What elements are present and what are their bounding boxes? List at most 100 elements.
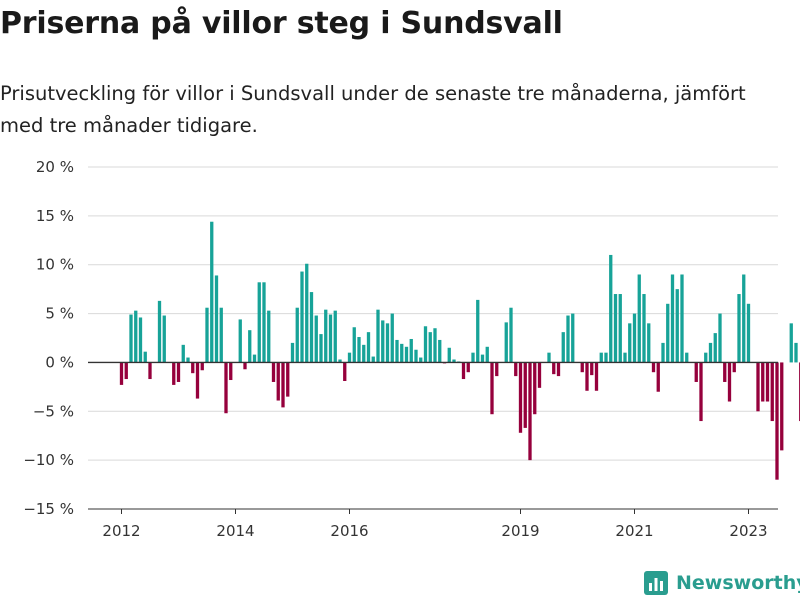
bar — [176, 362, 181, 382]
bar — [333, 310, 337, 363]
bar — [552, 362, 556, 375]
bar — [428, 332, 432, 363]
bar — [395, 339, 399, 363]
y-tick-label: 5 % — [45, 305, 74, 323]
chart-title: Priserna på villor steg i Sundsvall — [0, 6, 563, 41]
bar — [732, 362, 736, 373]
bar — [761, 362, 765, 402]
bar — [490, 362, 494, 415]
bar — [409, 338, 413, 363]
bar — [257, 282, 261, 363]
bar — [476, 299, 480, 363]
logo-text: Newsworthy — [676, 572, 800, 594]
bar — [628, 323, 632, 363]
bar — [419, 357, 423, 363]
bar — [632, 313, 637, 363]
bar — [267, 310, 271, 363]
bar — [305, 263, 309, 363]
bar — [290, 342, 295, 363]
bar — [666, 303, 670, 363]
bar — [609, 254, 613, 363]
bar — [708, 342, 713, 363]
bar — [514, 362, 518, 377]
bar — [685, 352, 689, 363]
bar — [347, 352, 352, 363]
bar — [371, 356, 375, 363]
bar — [613, 294, 618, 363]
bar — [262, 282, 266, 363]
bar — [343, 362, 347, 381]
bar — [680, 274, 684, 363]
bar — [252, 354, 257, 363]
bar — [623, 352, 627, 363]
bar — [604, 352, 608, 363]
bar — [770, 362, 774, 422]
bar — [172, 362, 176, 385]
bar — [238, 319, 242, 363]
bar — [723, 362, 727, 382]
bar — [286, 362, 290, 397]
bar — [566, 315, 570, 363]
bar — [248, 330, 252, 363]
y-tick-label: −10 % — [23, 451, 74, 469]
bar — [651, 362, 656, 373]
x-tick-label: 2019 — [501, 522, 539, 540]
bar — [485, 346, 489, 363]
bar — [219, 307, 223, 363]
bar — [390, 313, 394, 363]
bar — [352, 327, 356, 363]
y-tick-label: 10 % — [36, 256, 74, 274]
bar — [727, 362, 732, 402]
bar — [775, 362, 779, 480]
bar — [195, 362, 200, 399]
bar — [504, 322, 508, 363]
bar — [214, 275, 219, 363]
y-tick-label: 15 % — [36, 207, 74, 225]
bar — [637, 274, 641, 363]
x-tick-label: 2016 — [330, 522, 368, 540]
bar — [528, 362, 532, 461]
bar — [452, 359, 456, 363]
bar — [746, 303, 751, 363]
x-tick-label: 2012 — [102, 522, 140, 540]
bar — [433, 328, 437, 363]
bar — [191, 362, 195, 374]
bar — [328, 314, 333, 363]
bar — [362, 344, 366, 363]
bar — [447, 347, 451, 363]
bar — [618, 294, 622, 363]
bar — [561, 332, 565, 363]
bar — [675, 289, 679, 363]
bar — [647, 323, 651, 363]
bar — [314, 315, 318, 363]
x-tick-label: 2023 — [729, 522, 767, 540]
bar-layer — [119, 221, 800, 480]
bar — [699, 362, 703, 422]
bar — [205, 307, 209, 363]
chart-subtitle: Prisutveckling för villor i Sundsvall un… — [0, 82, 746, 137]
bar — [742, 274, 746, 363]
bar — [271, 362, 276, 382]
bar — [585, 362, 589, 391]
x-tick-label: 2014 — [216, 522, 254, 540]
y-tick-label: 20 % — [36, 158, 74, 176]
bar — [129, 314, 133, 363]
bar — [547, 352, 551, 363]
bar — [480, 354, 485, 363]
bar — [319, 334, 323, 363]
bar — [599, 352, 603, 363]
bar — [518, 362, 523, 433]
bar — [794, 342, 798, 363]
bar — [143, 351, 147, 363]
bar — [281, 362, 285, 408]
bar — [404, 346, 409, 363]
y-tick-label: −5 % — [33, 402, 74, 420]
bar — [571, 313, 575, 363]
bar — [495, 362, 499, 377]
bar — [200, 362, 204, 371]
bar — [385, 323, 390, 363]
bar — [338, 359, 342, 363]
bar — [556, 362, 561, 377]
bar — [414, 349, 418, 363]
